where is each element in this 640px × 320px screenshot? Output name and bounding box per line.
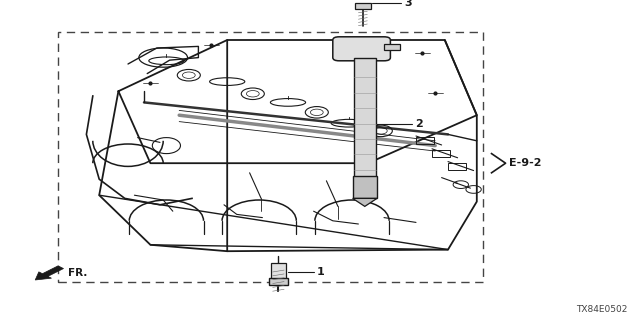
Text: 2: 2 [415,119,422,130]
Bar [416,137,434,144]
FancyBboxPatch shape [269,278,288,285]
Text: 1: 1 [317,267,324,277]
Text: TX84E0502: TX84E0502 [576,305,627,314]
Bar [354,58,376,179]
FancyBboxPatch shape [333,37,390,61]
Bar [271,263,286,280]
Bar [355,3,371,9]
Bar [432,150,450,157]
FancyArrow shape [35,266,63,280]
Text: 3: 3 [404,0,412,8]
Polygon shape [353,198,377,206]
Text: FR.: FR. [68,268,88,278]
Bar [353,176,377,198]
Text: E-9-2: E-9-2 [509,158,542,168]
Bar [58,32,483,282]
Bar [448,163,466,170]
Bar [384,44,400,50]
